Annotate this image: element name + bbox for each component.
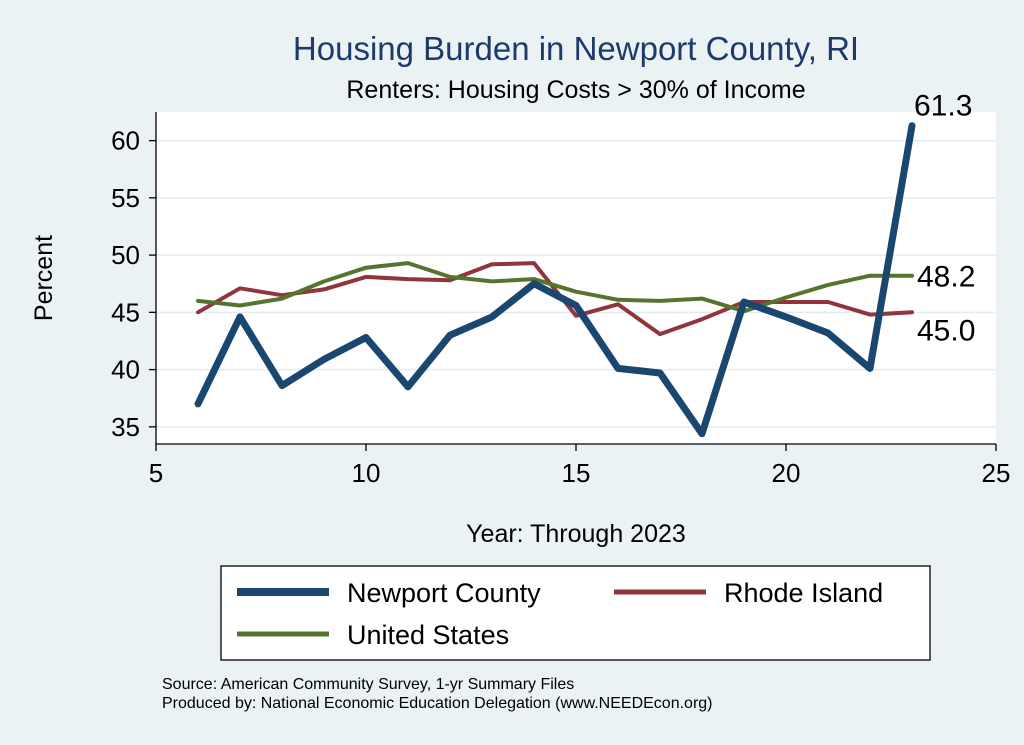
end-label-united-states: 48.2	[917, 261, 975, 294]
x-tick-label: 25	[982, 458, 1011, 488]
y-tick-label: 55	[111, 183, 140, 213]
plot-area	[156, 112, 996, 444]
end-labels: 61.3 45.0 48.2	[914, 90, 975, 348]
x-axis-label: Year: Through 2023	[466, 520, 686, 548]
producer-note: Produced by: National Economic Education…	[162, 695, 713, 712]
y-axis-ticks: 35 40 45 50 55 60	[111, 126, 156, 442]
legend: Newport County Rhode Island United States	[237, 578, 883, 650]
legend-label: United States	[347, 620, 509, 650]
x-tick-label: 20	[772, 458, 801, 488]
end-label-rhode-island: 45.0	[917, 314, 975, 347]
chart-title: Housing Burden in Newport County, RI	[293, 30, 859, 67]
y-tick-label: 40	[111, 355, 140, 385]
y-axis-label: Percent	[30, 235, 58, 321]
series-line-newport-county	[194, 122, 916, 438]
x-tick-label: 5	[149, 458, 163, 488]
x-tick-label: 10	[352, 458, 381, 488]
legend-label: Rhode Island	[724, 578, 883, 608]
x-axis-ticks: 5 10 15 20 25	[149, 444, 1011, 488]
y-tick-label: 60	[111, 126, 140, 156]
gridlines	[156, 139, 996, 428]
series-line-united-states	[196, 261, 914, 314]
end-label-newport-county: 61.3	[914, 90, 972, 123]
series-line-rhode-island	[196, 261, 914, 337]
y-tick-label: 50	[111, 240, 140, 270]
y-tick-label: 35	[111, 412, 140, 442]
series-lines	[194, 122, 916, 438]
legend-box	[220, 565, 931, 661]
y-tick-label: 45	[111, 297, 140, 327]
chart-subtitle: Renters: Housing Costs > 30% of Income	[346, 76, 805, 104]
legend-label: Newport County	[347, 578, 541, 608]
source-note: Source: American Community Survey, 1-yr …	[162, 676, 574, 693]
x-tick-label: 15	[562, 458, 591, 488]
